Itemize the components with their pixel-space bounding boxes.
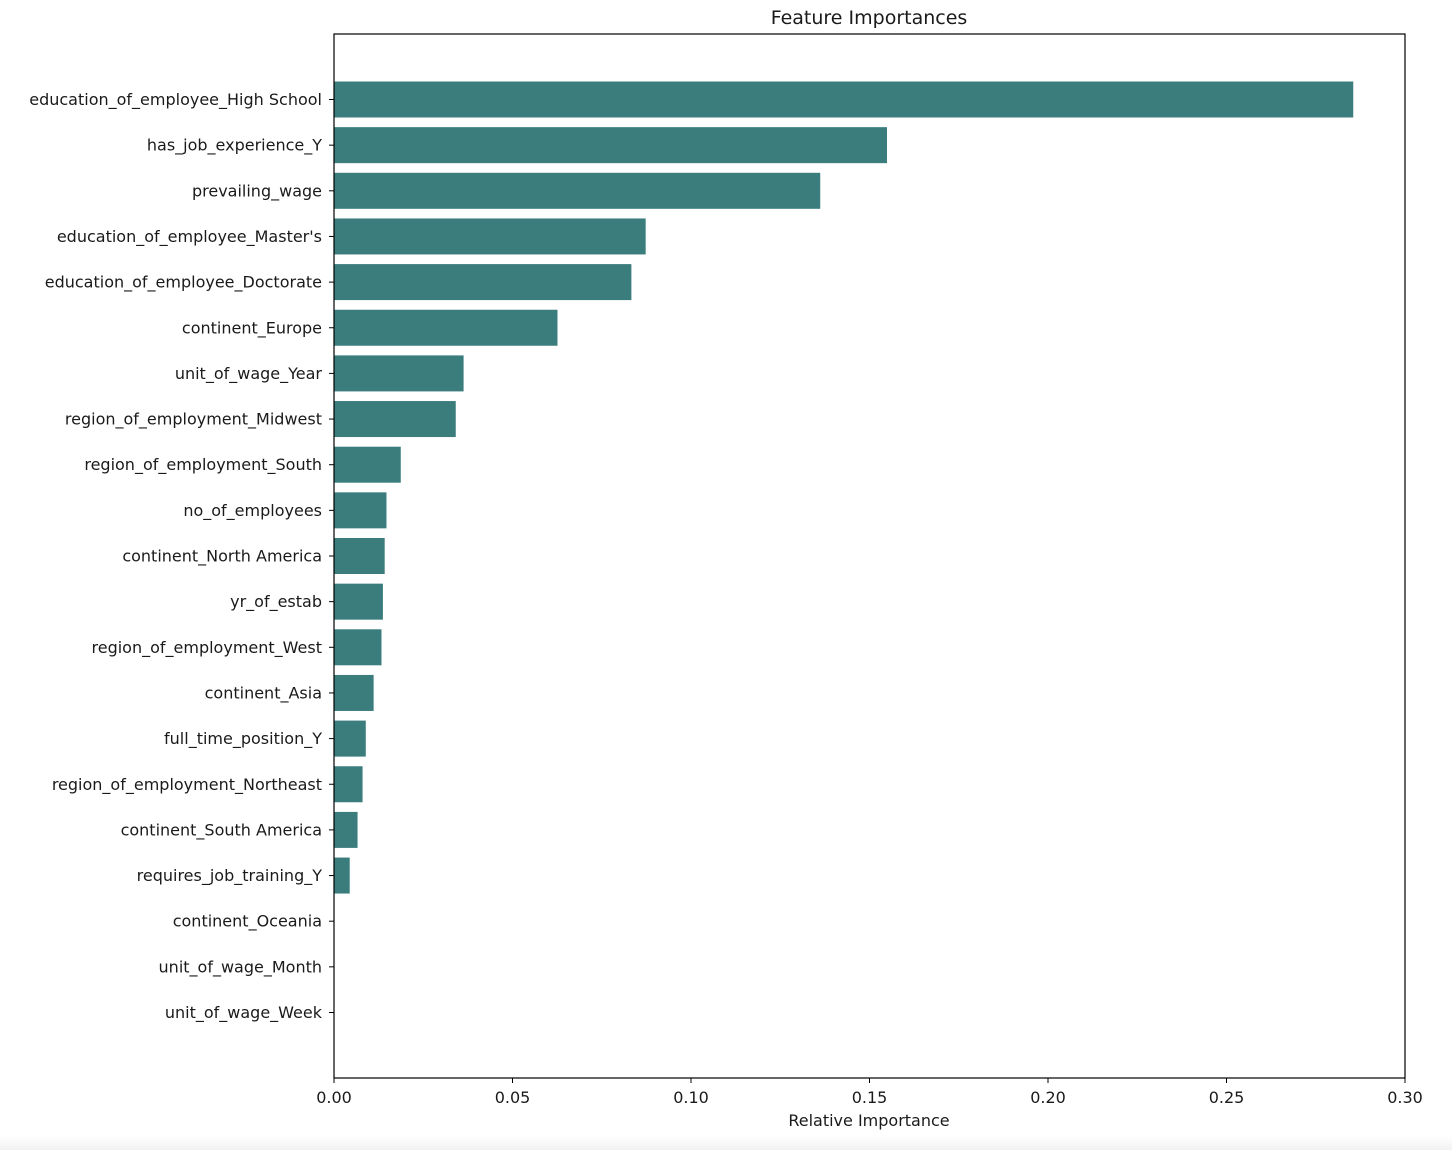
- bar: [334, 218, 646, 255]
- x-tick-label: 0.15: [852, 1088, 888, 1107]
- bar: [334, 766, 363, 803]
- x-tick-label: 0.05: [495, 1088, 531, 1107]
- y-tick-label: requires_job_training_Y: [137, 866, 323, 886]
- bar: [334, 264, 632, 301]
- x-tick-label: 0.10: [673, 1088, 709, 1107]
- bar: [334, 172, 821, 209]
- bar: [334, 538, 385, 574]
- y-tick-label: continent_North America: [122, 547, 322, 567]
- y-tick-label: prevailing_wage: [192, 181, 322, 201]
- y-tick-label: unit_of_wage_Year: [175, 364, 323, 384]
- bar: [334, 127, 887, 164]
- y-axis: education_of_employee_High School has_job…: [29, 90, 334, 1023]
- y-tick-label: no_of_employees: [183, 501, 322, 521]
- y-tick-label: full_time_position_Y: [164, 729, 322, 749]
- y-tick-label: continent_Asia: [205, 683, 322, 703]
- y-tick-label: unit_of_wage_Week: [165, 1003, 323, 1023]
- x-axis-label: Relative Importance: [788, 1111, 949, 1130]
- bar: [334, 492, 387, 529]
- x-axis: 0.00 0.05 0.10 0.15 0.20 0.25 0.30: [316, 1078, 1423, 1107]
- bar: [334, 720, 366, 757]
- x-tick-label: 0.25: [1209, 1088, 1245, 1107]
- x-tick-label: 0.30: [1387, 1088, 1423, 1107]
- y-tick-label: has_job_experience_Y: [147, 136, 322, 156]
- y-tick-label: education_of_employee_Master's: [57, 227, 322, 247]
- bar: [334, 355, 464, 392]
- y-tick-label: education_of_employee_High School: [29, 90, 322, 110]
- window-bottom-edge: [0, 1136, 1452, 1150]
- y-tick-label: yr_of_estab: [230, 592, 322, 612]
- bar: [334, 309, 558, 346]
- bar: [334, 446, 401, 483]
- bar: [334, 401, 456, 438]
- bar: [334, 857, 350, 894]
- x-tick-label: 0.00: [316, 1088, 352, 1107]
- bar: [334, 629, 382, 666]
- y-tick-label: continent_South America: [121, 820, 322, 840]
- y-tick-label: region_of_employment_South: [84, 455, 322, 475]
- bar: [334, 583, 383, 620]
- bar: [334, 674, 374, 711]
- y-tick-label: continent_Oceania: [173, 912, 322, 932]
- y-tick-label: region_of_employment_West: [92, 638, 323, 658]
- y-tick-label: region_of_employment_Midwest: [65, 410, 322, 430]
- y-tick-label: continent_Europe: [182, 318, 322, 338]
- y-tick-label: unit_of_wage_Month: [159, 957, 322, 977]
- y-tick-label: region_of_employment_Northeast: [52, 775, 322, 795]
- bar: [334, 81, 1354, 118]
- bar: [334, 811, 358, 848]
- x-tick-label: 0.20: [1030, 1088, 1066, 1107]
- bars: [334, 81, 1354, 894]
- y-tick-label: education_of_employee_Doctorate: [45, 273, 322, 293]
- chart-title: Feature Importances: [771, 7, 968, 29]
